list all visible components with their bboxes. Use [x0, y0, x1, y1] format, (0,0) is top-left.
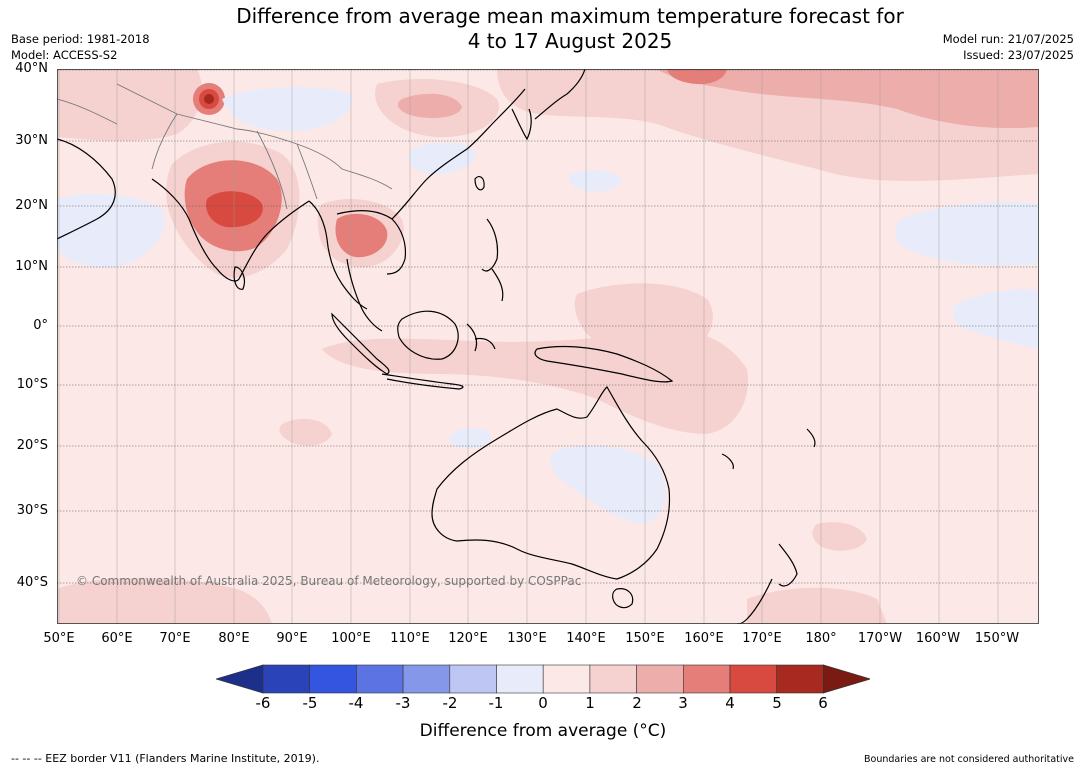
coastlines: [57, 69, 816, 624]
boundaries-note: Boundaries are not considered authoritat…: [864, 754, 1074, 765]
lon-label: 180°: [805, 631, 837, 646]
lat-label: 40°N: [15, 61, 48, 76]
lon-label: 90°E: [276, 631, 308, 646]
lon-label: 170°E: [742, 631, 782, 646]
warm-indian-ocean-patch: [279, 418, 332, 446]
colorbar-tick: 5: [772, 694, 782, 712]
colorbar-segment: [356, 664, 404, 694]
colorbar-tick: 0: [538, 694, 548, 712]
lat-label: 40°S: [16, 575, 48, 590]
anomaly-map: [57, 69, 1039, 624]
warm-tasman-region: [812, 522, 867, 551]
cool-philippine-sea-region: [568, 169, 622, 192]
warm-south-indian-ocean-region: [57, 577, 272, 624]
country-borders: [57, 83, 393, 210]
issued-date: Issued: 23/07/2025: [963, 48, 1074, 62]
colorbar-tick: -1: [488, 694, 504, 712]
lon-label: 170°W: [857, 631, 903, 646]
colorbar-tick: -5: [302, 694, 318, 712]
lat-label: 20°S: [16, 438, 48, 453]
meta-left: Base period: 1981-2018 Model: ACCESS-S2: [11, 31, 150, 63]
copyright-notice: © Commonwealth of Australia 2025, Bureau…: [76, 574, 582, 588]
cool-central-pacific-region: [895, 202, 1039, 266]
lat-label: 10°N: [15, 259, 48, 274]
colorbar-segment: [589, 664, 637, 694]
warm-west-pacific-region: [574, 283, 713, 361]
chart-title: Difference from average mean maximum tem…: [200, 4, 940, 54]
lon-label: 150°W: [974, 631, 1020, 646]
colorbar-segment: [776, 664, 824, 694]
colorbar-segment: [682, 664, 731, 694]
lon-label: 140°E: [566, 631, 606, 646]
colorbar-extend-high: [823, 664, 870, 694]
warm-thailand-core: [335, 213, 388, 258]
colorbar: [216, 664, 870, 694]
base-period: Base period: 1981-2018: [11, 32, 150, 46]
colorbar-tick: -6: [255, 694, 271, 712]
lon-label: 50°E: [43, 631, 75, 646]
lon-label: 60°E: [101, 631, 133, 646]
cool-east-pacific-region: [952, 289, 1039, 349]
title-line-1: Difference from average mean maximum tem…: [236, 4, 904, 28]
warm-southwest-pacific-region: [747, 587, 887, 624]
lon-label: 120°E: [448, 631, 488, 646]
colorbar-segment: [496, 664, 544, 694]
colorbar-extend-low: [216, 664, 264, 694]
lon-label: 70°E: [159, 631, 191, 646]
warm-north-pacific-peak: [667, 69, 727, 85]
colorbar-segment: [309, 664, 357, 694]
meta-right: Model run: 21/07/2025 Issued: 23/07/2025: [943, 31, 1074, 63]
warm-india-peak: [206, 191, 263, 228]
warm-central-asia-region: [57, 69, 202, 141]
colorbar-segment: [262, 664, 311, 694]
warm-north-pacific-core: [657, 69, 1039, 129]
colorbar-segment: [729, 664, 778, 694]
cool-tibet-region: [222, 87, 353, 132]
colorbar-segment: [542, 664, 591, 694]
colorbar-segment: [449, 664, 497, 694]
longitude-gridlines: [58, 69, 999, 624]
lat-label: 20°N: [15, 198, 48, 213]
model-run: Model run: 21/07/2025: [942, 32, 1074, 46]
lat-label: 0°: [33, 318, 48, 333]
lat-label: 10°S: [16, 377, 48, 392]
cool-east-china-region: [408, 142, 477, 175]
colorbar-tick: 1: [585, 694, 595, 712]
colorbar-tick: 6: [818, 694, 828, 712]
lon-label: 150°E: [625, 631, 665, 646]
lon-label: 110°E: [390, 631, 430, 646]
lon-label: 80°E: [218, 631, 250, 646]
title-line-2: 4 to 17 August 2025: [467, 29, 673, 53]
lat-label: 30°N: [15, 133, 48, 148]
colorbar-tick: 4: [725, 694, 735, 712]
cool-indian-ocean-region: [449, 427, 492, 449]
colorbar-tick: -2: [442, 694, 458, 712]
cool-arabian-sea-region: [57, 193, 165, 268]
lon-label: 160°E: [684, 631, 724, 646]
eez-note: -- -- -- EEZ border V11 (Flanders Marine…: [11, 752, 320, 765]
lon-label: 160°W: [915, 631, 961, 646]
colorbar-segment: [402, 664, 451, 694]
cool-east-australia-region: [550, 445, 666, 524]
colorbar-tick: -4: [348, 694, 364, 712]
colorbar-segment: [636, 664, 684, 694]
colorbar-tick: 2: [632, 694, 642, 712]
warm-east-asia-core: [397, 93, 462, 119]
colorbar-label: Difference from average (°C): [419, 721, 667, 741]
model-name: Model: ACCESS-S2: [11, 48, 118, 62]
lat-label: 30°S: [16, 503, 48, 518]
lon-label: 100°E: [331, 631, 371, 646]
colorbar-tick: 3: [678, 694, 688, 712]
map-border: [57, 69, 1039, 624]
hotspot-pakistan-core: [204, 94, 214, 104]
colorbar-tick: -3: [395, 694, 411, 712]
lon-label: 130°E: [507, 631, 547, 646]
